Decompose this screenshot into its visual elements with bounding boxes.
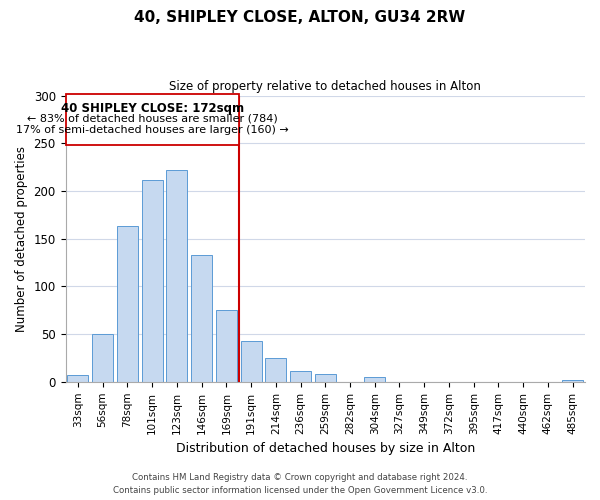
Bar [216,310,237,382]
FancyBboxPatch shape [65,94,239,145]
Bar [191,255,212,382]
Bar [265,358,286,382]
Y-axis label: Number of detached properties: Number of detached properties [15,146,28,332]
Bar [166,170,187,382]
Text: Contains HM Land Registry data © Crown copyright and database right 2024.
Contai: Contains HM Land Registry data © Crown c… [113,474,487,495]
Bar [241,341,262,382]
Bar [117,226,138,382]
Title: Size of property relative to detached houses in Alton: Size of property relative to detached ho… [169,80,481,93]
Bar [92,334,113,382]
Bar [315,374,336,382]
Text: 17% of semi-detached houses are larger (160) →: 17% of semi-detached houses are larger (… [16,125,289,135]
Bar [142,180,163,382]
Text: 40, SHIPLEY CLOSE, ALTON, GU34 2RW: 40, SHIPLEY CLOSE, ALTON, GU34 2RW [134,10,466,25]
Bar [290,372,311,382]
Bar [562,380,583,382]
Text: 40 SHIPLEY CLOSE: 172sqm: 40 SHIPLEY CLOSE: 172sqm [61,102,244,115]
Text: ← 83% of detached houses are smaller (784): ← 83% of detached houses are smaller (78… [27,114,277,124]
Bar [364,377,385,382]
Bar [67,375,88,382]
X-axis label: Distribution of detached houses by size in Alton: Distribution of detached houses by size … [176,442,475,455]
